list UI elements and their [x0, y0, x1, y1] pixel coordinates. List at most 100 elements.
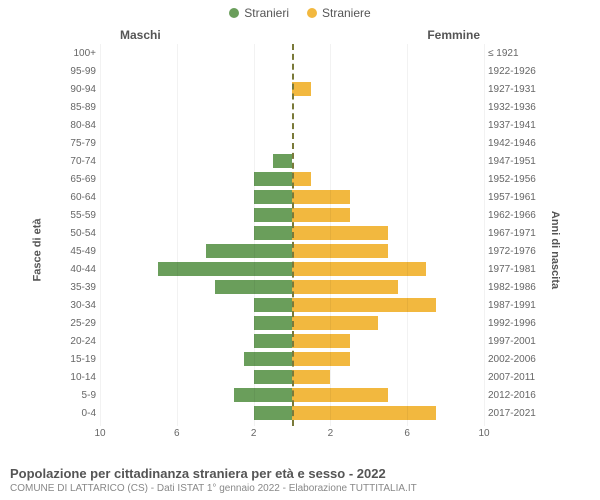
- bar-male: [254, 370, 292, 384]
- birth-label: ≤ 1921: [484, 48, 538, 59]
- pyramid-row: 10-14 2007-2011: [62, 368, 538, 386]
- pyramid-row: 95-99 1922-1926: [62, 62, 538, 80]
- bar-female: [292, 388, 388, 402]
- age-label: 70-74: [62, 156, 100, 167]
- pyramid-row: 30-34 1987-1991: [62, 296, 538, 314]
- pyramid-row: 85-891932-1936: [62, 98, 538, 116]
- birth-label: 1922-1926: [484, 66, 538, 77]
- bar-male: [254, 316, 292, 330]
- pyramid-row: 45-491972-1976: [62, 242, 538, 260]
- y-axis-label-right: Anni di nascita: [549, 211, 561, 289]
- age-label: 90-94: [62, 84, 100, 95]
- bar-area: [100, 260, 484, 278]
- bar-area: [100, 242, 484, 260]
- legend: Stranieri Straniere: [0, 0, 600, 20]
- x-tick: 2: [251, 428, 257, 439]
- birth-label: 1927-1931: [484, 84, 538, 95]
- birth-label: 1937-1941: [484, 120, 538, 131]
- pyramid-row: 100+≤ 1921: [62, 44, 538, 62]
- footer: Popolazione per cittadinanza straniera p…: [10, 466, 590, 494]
- birth-label: 1942-1946: [484, 138, 538, 149]
- bar-male: [254, 298, 292, 312]
- age-label: 10-14: [62, 372, 100, 383]
- bar-female: [292, 262, 426, 276]
- bar-area: [100, 80, 484, 98]
- bar-area: [100, 368, 484, 386]
- bar-male: [215, 280, 292, 294]
- bar-area: [100, 314, 484, 332]
- legend-label-male: Stranieri: [244, 6, 289, 20]
- birth-label: 2002-2006: [484, 354, 538, 365]
- birth-label: 1992-1996: [484, 318, 538, 329]
- age-label: 60-64: [62, 192, 100, 203]
- legend-label-female: Straniere: [322, 6, 371, 20]
- bar-male: [254, 208, 292, 222]
- header-male: Maschi: [120, 28, 161, 42]
- bar-female: [292, 334, 350, 348]
- y-axis-label-left: Fasce di età: [31, 219, 43, 282]
- pyramid-row: 65-691952-1956: [62, 170, 538, 188]
- birth-label: 1977-1981: [484, 264, 538, 275]
- plot-area: 100+≤ 1921 95-99 1922-1926 90-94 1927-1931 85…: [62, 44, 538, 426]
- bar-female: [292, 190, 350, 204]
- pyramid-row: 20-24 1997-2001: [62, 332, 538, 350]
- bar-male: [158, 262, 292, 276]
- bar-female: [292, 298, 436, 312]
- bar-area: [100, 206, 484, 224]
- birth-label: 2007-2011: [484, 372, 538, 383]
- pyramid-row: 25-291992-1996: [62, 314, 538, 332]
- birth-label: 1962-1966: [484, 210, 538, 221]
- x-axis: 10622610: [62, 428, 538, 444]
- bar-female: [292, 280, 398, 294]
- bar-female: [292, 226, 388, 240]
- bar-male: [254, 226, 292, 240]
- age-label: 80-84: [62, 120, 100, 131]
- bar-female: [292, 406, 436, 420]
- age-label: 40-44: [62, 264, 100, 275]
- age-label: 30-34: [62, 300, 100, 311]
- birth-label: 1982-1986: [484, 282, 538, 293]
- age-label: 20-24: [62, 336, 100, 347]
- birth-label: 1987-1991: [484, 300, 538, 311]
- legend-item-male: Stranieri: [229, 6, 289, 20]
- bar-area: [100, 188, 484, 206]
- birth-label: 1947-1951: [484, 156, 538, 167]
- chart-subtitle: COMUNE DI LATTARICO (CS) - Dati ISTAT 1°…: [10, 483, 590, 494]
- header-female: Femmine: [427, 28, 480, 42]
- bar-area: [100, 62, 484, 80]
- bar-female: [292, 316, 378, 330]
- pyramid-row: 55-59 1962-1966: [62, 206, 538, 224]
- age-label: 75-79: [62, 138, 100, 149]
- age-label: 50-54: [62, 228, 100, 239]
- bar-female: [292, 208, 350, 222]
- bar-male: [234, 388, 292, 402]
- birth-label: 2017-2021: [484, 408, 538, 419]
- pyramid-row: 0-42017-2021: [62, 404, 538, 422]
- age-label: 65-69: [62, 174, 100, 185]
- birth-label: 1967-1971: [484, 228, 538, 239]
- age-label: 55-59: [62, 210, 100, 221]
- chart-title: Popolazione per cittadinanza straniera p…: [10, 466, 590, 481]
- bar-male: [254, 406, 292, 420]
- x-tick: 2: [328, 428, 334, 439]
- bar-area: [100, 134, 484, 152]
- pyramid-row: 90-94 1927-1931: [62, 80, 538, 98]
- bar-area: [100, 332, 484, 350]
- bar-area: [100, 170, 484, 188]
- age-label: 35-39: [62, 282, 100, 293]
- bar-male: [254, 334, 292, 348]
- legend-item-female: Straniere: [307, 6, 371, 20]
- bar-area: [100, 404, 484, 422]
- birth-label: 1957-1961: [484, 192, 538, 203]
- bar-male: [206, 244, 292, 258]
- birth-label: 1997-2001: [484, 336, 538, 347]
- birth-label: 1932-1936: [484, 102, 538, 113]
- age-label: 95-99: [62, 66, 100, 77]
- bar-area: [100, 350, 484, 368]
- bar-male: [254, 190, 292, 204]
- birth-label: 1972-1976: [484, 246, 538, 257]
- x-tick: 10: [478, 428, 489, 439]
- pyramid-row: 40-44 1977-1981: [62, 260, 538, 278]
- x-tick: 6: [174, 428, 180, 439]
- pyramid-row: 15-192002-2006: [62, 350, 538, 368]
